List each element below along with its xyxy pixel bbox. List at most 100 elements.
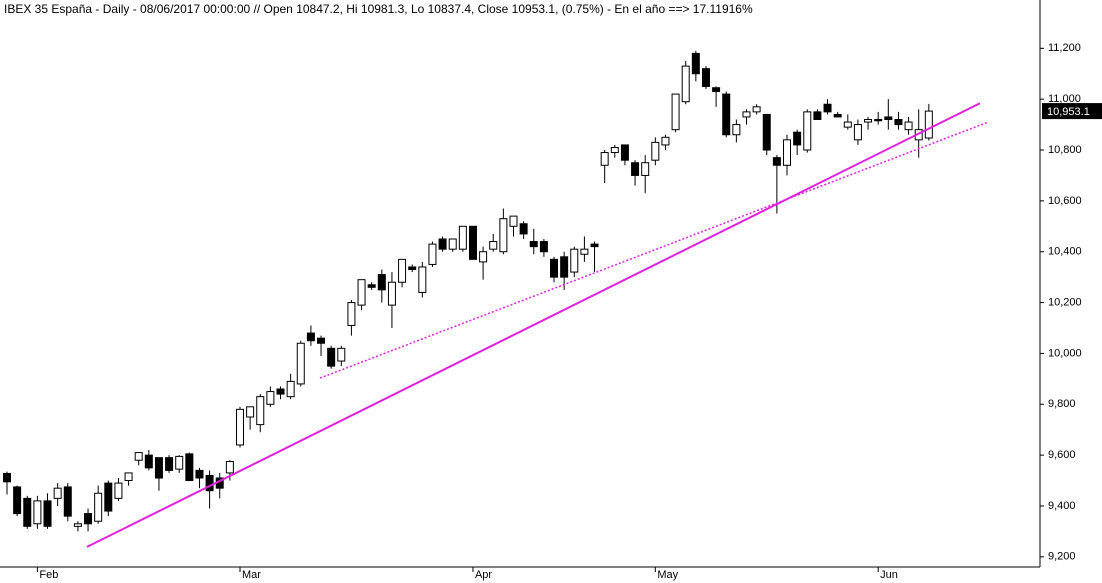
candle-body (499, 218, 508, 253)
candle-body (732, 124, 741, 136)
y-tick-label: 11,000 (1048, 93, 1081, 105)
candle-body (762, 113, 771, 151)
candle-body (134, 452, 143, 461)
candle-body (631, 162, 640, 176)
x-tick-label: Mar (242, 569, 261, 581)
candle-body (823, 103, 832, 113)
candle-body (661, 136, 670, 146)
candle-body (489, 241, 498, 250)
candle-body (600, 152, 609, 166)
candle-body (468, 225, 477, 260)
candle-body (651, 141, 660, 161)
candle-body (620, 144, 629, 161)
candle-body (306, 332, 315, 342)
y-tick-label: 9,200 (1048, 551, 1076, 563)
x-tick-label: Jun (880, 569, 898, 581)
candle-body (114, 482, 123, 499)
candle-body (671, 93, 680, 131)
candle-body (225, 460, 234, 474)
candle-body (772, 157, 781, 166)
y-tick-label: 9,400 (1048, 500, 1076, 512)
candle-body (205, 474, 214, 492)
candle-body (550, 258, 559, 278)
candle-body (408, 266, 417, 271)
candle-body (53, 487, 62, 499)
candle-body (428, 243, 437, 265)
candle-body (610, 146, 619, 154)
candle-body (924, 110, 933, 139)
candle-body (580, 248, 589, 255)
candle-body (793, 131, 802, 146)
y-tick-label: 11,200 (1048, 42, 1081, 54)
candle-body (286, 380, 295, 398)
candle-body (458, 225, 467, 250)
candle-body (438, 238, 447, 250)
candle-body (853, 124, 862, 141)
candle-body (874, 119, 883, 122)
candle-body (357, 279, 366, 306)
candle-body (398, 258, 407, 283)
candle-body (84, 513, 93, 525)
candle-body (377, 274, 386, 291)
x-tick-label: May (657, 569, 678, 581)
candle-body (73, 523, 82, 527)
candle-body (752, 106, 761, 113)
x-tick-label: Feb (39, 569, 58, 581)
candle-body (641, 162, 650, 176)
candle-body (448, 238, 457, 250)
candle-body (864, 119, 873, 123)
candle-body (387, 281, 396, 306)
candle-body (256, 396, 265, 426)
candle-body (712, 87, 721, 93)
chart-title: IBEX 35 España - Daily - 08/06/2017 00:0… (4, 2, 753, 16)
candle-body (722, 93, 731, 136)
candle-body (560, 256, 569, 278)
candle-body (509, 215, 518, 227)
y-tick-label: 10,600 (1048, 195, 1082, 207)
candle-body (479, 251, 488, 263)
last-price-label: 10,953.1 (1047, 106, 1090, 118)
candle-body (884, 116, 893, 121)
candle-body (681, 65, 690, 103)
candle-body (813, 111, 822, 121)
trendline (319, 121, 988, 379)
candle-body (235, 408, 244, 446)
candle-body (570, 248, 579, 273)
candle-body (124, 472, 133, 482)
candle-body (327, 347, 336, 367)
candle-body (742, 111, 751, 118)
candle-body (590, 243, 599, 248)
candle-body (246, 406, 255, 418)
y-tick-label: 9,800 (1048, 398, 1076, 410)
y-tick-label: 10,400 (1048, 246, 1082, 258)
candle-body (195, 469, 204, 479)
candle-body (296, 342, 305, 385)
x-tick-label: Apr (475, 569, 492, 581)
candle-body (539, 241, 548, 253)
y-tick-label: 10,000 (1048, 347, 1082, 359)
candle-body (317, 337, 326, 344)
candle-body (23, 497, 32, 527)
candle-body (337, 347, 346, 362)
candle-body (833, 113, 842, 118)
trendline (86, 102, 981, 548)
candle-body (843, 121, 852, 128)
candle-body (266, 391, 275, 405)
candle-body (367, 284, 376, 288)
y-tick-label: 10,800 (1048, 144, 1082, 156)
candle-body (185, 453, 194, 482)
candle-body (154, 457, 163, 479)
y-tick-label: 10,200 (1048, 296, 1082, 308)
candle-body (43, 500, 52, 527)
candle-body (276, 388, 285, 395)
candle-body (13, 486, 22, 515)
candle-body (418, 266, 427, 293)
candle-body (347, 302, 356, 326)
candle-body (3, 472, 11, 483)
candle-body (691, 52, 700, 75)
candle-body (904, 121, 913, 131)
y-tick-label: 9,600 (1048, 449, 1076, 461)
candle-body (701, 68, 710, 87)
